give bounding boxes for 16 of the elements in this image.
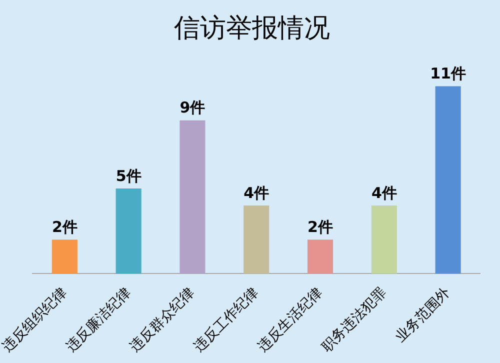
bar <box>307 240 334 274</box>
bar <box>52 240 78 274</box>
bar <box>116 188 142 274</box>
data-label: 2件 <box>52 218 78 236</box>
x-tick-label: 业务范围外 <box>392 284 454 346</box>
data-label: 5件 <box>116 166 142 185</box>
data-label: 4件 <box>244 184 270 202</box>
bar <box>180 120 206 274</box>
data-label: 4件 <box>371 184 397 202</box>
data-label: 2件 <box>308 218 333 236</box>
data-label: 11件 <box>430 64 466 83</box>
bar <box>371 206 397 274</box>
bar <box>244 206 270 274</box>
bar <box>435 86 461 274</box>
chart-title: 信访举报情况 <box>174 13 330 44</box>
data-label: 9件 <box>180 98 206 117</box>
